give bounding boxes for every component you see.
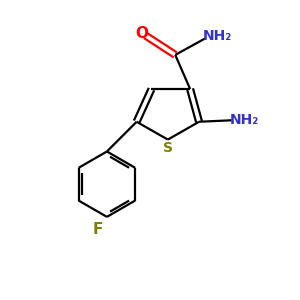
Text: F: F — [92, 222, 103, 237]
Text: NH₂: NH₂ — [203, 29, 232, 43]
Text: NH₂: NH₂ — [230, 113, 259, 127]
Text: S: S — [163, 141, 173, 155]
Text: O: O — [136, 26, 148, 41]
